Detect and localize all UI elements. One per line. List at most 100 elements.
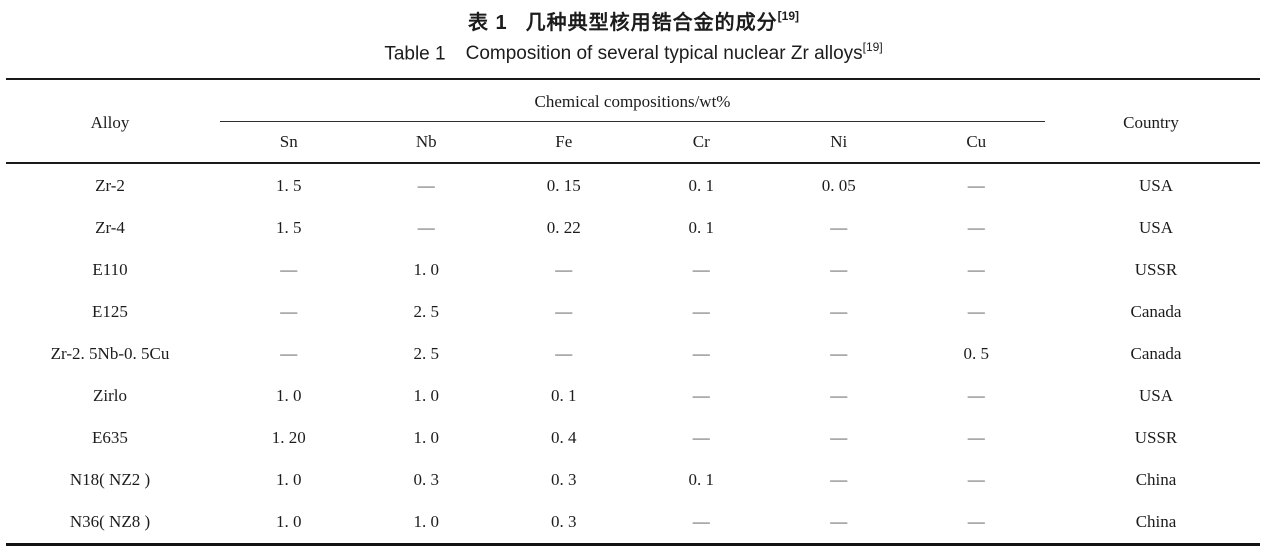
- table-caption-en-text: Composition of several typical nuclear Z…: [465, 43, 863, 65]
- cell-alloy: E110: [92, 260, 128, 279]
- cell-cu: —: [967, 386, 985, 405]
- cell-sn: —: [280, 260, 298, 279]
- table-row: N36( NZ8 ) 1. 0 1. 0 0. 3 — — — China: [0, 501, 1267, 543]
- table-caption-zh-text: 几种典型核用锆合金的成分: [525, 12, 778, 34]
- cell-alloy: Zr-2. 5Nb-0. 5Cu: [50, 344, 170, 363]
- cell-fe: —: [555, 302, 573, 321]
- cell-ni: —: [830, 218, 848, 237]
- column-header-ni: Ni: [830, 132, 848, 151]
- table-row: E125 — 2. 5 — — — — Canada: [0, 291, 1267, 333]
- cell-fe: 0. 22: [546, 218, 581, 237]
- cell-cu: —: [967, 218, 985, 237]
- cell-cu: —: [967, 470, 985, 489]
- table-row: Zr-4 1. 5 — 0. 22 0. 1 — — USA: [0, 207, 1267, 249]
- cell-cr: —: [692, 512, 710, 531]
- cell-nb: 1. 0: [413, 260, 440, 279]
- cell-cr: —: [692, 260, 710, 279]
- cell-fe: 0. 1: [551, 386, 577, 405]
- cell-alloy: Zr-4: [95, 218, 125, 237]
- cell-country: USA: [1138, 176, 1173, 195]
- cell-fe: —: [555, 260, 573, 279]
- table-row: Zr-2 1. 5 — 0. 15 0. 1 0. 05 — USA: [0, 165, 1267, 207]
- cell-fe: 0. 4: [551, 428, 577, 447]
- cell-cr: —: [692, 344, 710, 363]
- cell-ni: —: [830, 470, 848, 489]
- reference-marker: [19]: [862, 40, 883, 54]
- element-subheader-row: Sn Nb Fe Cr Ni Cu: [220, 132, 1045, 152]
- cell-ni: —: [830, 386, 848, 405]
- table-caption-zh: 表 1 几种典型核用锆合金的成分[19]: [0, 6, 1267, 35]
- cell-alloy: N18( NZ2 ): [69, 470, 151, 489]
- table-header-separator-rule: [6, 162, 1260, 164]
- cell-cu: —: [967, 260, 985, 279]
- cell-nb: 1. 0: [413, 512, 440, 531]
- cell-country: Canada: [1130, 302, 1182, 321]
- table-row: E110 — 1. 0 — — — — USSR: [0, 249, 1267, 291]
- table-row: N18( NZ2 ) 1. 0 0. 3 0. 3 0. 1 — — China: [0, 459, 1267, 501]
- cell-fe: 0. 15: [546, 176, 581, 195]
- cell-nb: 2. 5: [413, 344, 440, 363]
- cell-cr: 0. 1: [688, 218, 715, 237]
- cell-sn: 1. 5: [276, 218, 302, 237]
- cell-country: Canada: [1130, 344, 1182, 363]
- cell-country: USSR: [1134, 260, 1178, 279]
- cell-sn: 1. 20: [271, 428, 306, 447]
- cell-cu: 0. 5: [963, 344, 990, 363]
- chemical-compositions-underline-rule: [220, 121, 1045, 122]
- table-caption-en-label: Table 1: [384, 43, 446, 65]
- cell-nb: —: [417, 218, 435, 237]
- table-bottom-rule: [6, 543, 1260, 546]
- table-caption-en: Table 1 Composition of several typical nu…: [0, 40, 1267, 65]
- cell-alloy: E635: [92, 428, 128, 447]
- cell-cu: —: [967, 302, 985, 321]
- cell-fe: 0. 3: [551, 512, 577, 531]
- table-row: E635 1. 20 1. 0 0. 4 — — — USSR: [0, 417, 1267, 459]
- cell-nb: 2. 5: [413, 302, 440, 321]
- cell-alloy: N36( NZ8 ): [69, 512, 151, 531]
- cell-country: China: [1135, 470, 1177, 489]
- column-header-alloy: Alloy: [90, 113, 130, 132]
- cell-country: USA: [1138, 386, 1173, 405]
- cell-sn: 1. 5: [276, 176, 302, 195]
- cell-ni: —: [830, 302, 848, 321]
- cell-fe: —: [555, 344, 573, 363]
- table-top-rule: [6, 78, 1260, 80]
- cell-sn: 1. 0: [276, 470, 302, 489]
- table-row: Zirlo 1. 0 1. 0 0. 1 — — — USA: [0, 375, 1267, 417]
- table-rows: Zr-2 1. 5 — 0. 15 0. 1 0. 05 — USA Zr-4 1. 5 — 0. 2…: [0, 165, 1267, 543]
- cell-cr: 0. 1: [688, 176, 715, 195]
- cell-nb: 1. 0: [413, 386, 440, 405]
- cell-fe: 0. 3: [551, 470, 577, 489]
- cell-ni: —: [830, 512, 848, 531]
- table-caption-zh-label: 表 1: [467, 12, 508, 34]
- cell-nb: —: [417, 176, 435, 195]
- cell-cr: —: [692, 386, 710, 405]
- cell-nb: 0. 3: [413, 470, 440, 489]
- cell-cr: —: [692, 428, 710, 447]
- column-header-fe: Fe: [555, 132, 573, 151]
- cell-alloy: E125: [92, 302, 128, 321]
- column-header-nb: Nb: [415, 132, 437, 151]
- cell-country: USA: [1138, 218, 1173, 237]
- cell-cu: —: [967, 176, 985, 195]
- column-header-sn: Sn: [279, 132, 298, 151]
- cell-alloy: Zirlo: [93, 386, 127, 405]
- column-header-country: Country: [1123, 113, 1179, 132]
- cell-country: China: [1135, 512, 1177, 531]
- cell-country: USSR: [1134, 428, 1178, 447]
- column-header-cr: Cr: [692, 132, 710, 151]
- column-header-cu: Cu: [966, 132, 987, 151]
- cell-alloy: Zr-2: [95, 176, 125, 195]
- cell-sn: 1. 0: [276, 512, 302, 531]
- cell-cr: 0. 1: [688, 470, 715, 489]
- column-group-header-chemical-compositions: Chemical compositions/wt%: [534, 92, 731, 111]
- cell-sn: —: [280, 302, 298, 321]
- cell-cu: —: [967, 428, 985, 447]
- cell-nb: 1. 0: [413, 428, 440, 447]
- cell-ni: —: [830, 428, 848, 447]
- cell-cu: —: [967, 512, 985, 531]
- table-row: Zr-2. 5Nb-0. 5Cu — 2. 5 — — — 0. 5 Canada: [0, 333, 1267, 375]
- cell-sn: 1. 0: [276, 386, 302, 405]
- cell-sn: —: [280, 344, 298, 363]
